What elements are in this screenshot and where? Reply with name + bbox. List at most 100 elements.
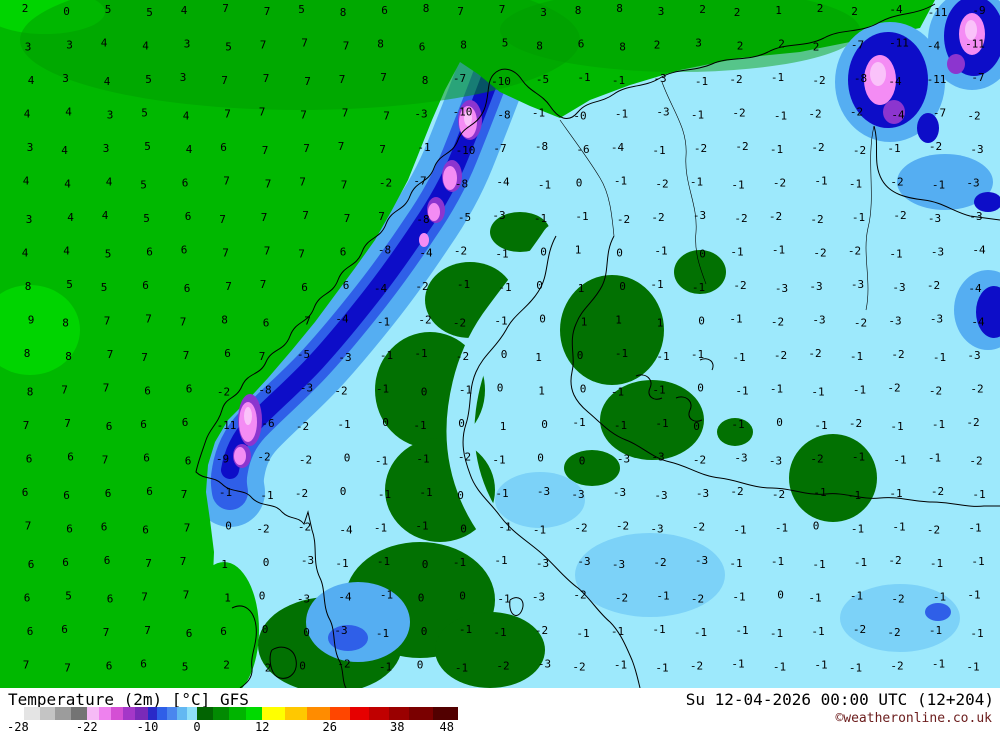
temp-value: 7 <box>184 522 191 535</box>
temp-value: -2 <box>808 347 821 360</box>
map-shape <box>428 203 440 221</box>
temp-value: -3 <box>656 106 669 119</box>
temp-value: 6 <box>220 625 227 638</box>
temp-value: 0 <box>458 417 465 430</box>
temp-value: -7 <box>851 39 864 52</box>
temp-value: 7 <box>107 348 114 361</box>
temp-value: 0 <box>263 556 270 569</box>
temp-value: 7 <box>145 313 152 326</box>
temp-value: 5 <box>105 248 112 261</box>
legend-color-segment <box>123 707 136 720</box>
map-shape <box>883 100 905 124</box>
temp-value: -3 <box>617 453 630 466</box>
temp-value: 5 <box>146 6 153 19</box>
temp-value: -2 <box>299 454 312 467</box>
temp-value: 6 <box>61 623 68 636</box>
temp-value: -1 <box>967 589 980 602</box>
temp-value: 6 <box>146 246 153 259</box>
temp-value: 7 <box>298 248 305 261</box>
temp-value: -5 <box>297 348 310 361</box>
temp-value: -3 <box>775 282 788 295</box>
temp-value: -2 <box>458 451 471 464</box>
temp-value: 7 <box>145 557 152 570</box>
temp-value: -2 <box>970 383 983 396</box>
temp-value: -2 <box>574 522 587 535</box>
temp-value: -1 <box>851 523 864 536</box>
temp-value: -3 <box>970 143 983 156</box>
temp-value: -1 <box>656 350 669 363</box>
temp-value: -1 <box>611 386 624 399</box>
temp-value: -1 <box>417 141 430 154</box>
temp-value: -8 <box>258 384 271 397</box>
legend-color-segment <box>197 707 214 720</box>
temp-value: -1 <box>374 522 387 535</box>
temp-value: 7 <box>304 315 311 328</box>
temp-value: 0 <box>259 590 266 603</box>
temp-value: 4 <box>23 175 30 188</box>
temp-value: -1 <box>494 554 507 567</box>
temp-value: 5 <box>141 107 148 120</box>
map-shape <box>575 533 725 617</box>
legend-color-segment <box>307 707 330 720</box>
temp-value: 7 <box>342 107 349 120</box>
temp-value: 6 <box>182 416 189 429</box>
legend-color-segment <box>135 707 148 720</box>
temp-value: -1 <box>538 179 551 192</box>
temp-value: 4 <box>142 40 149 53</box>
temp-value: -1 <box>459 623 472 636</box>
temp-value: -3 <box>571 488 584 501</box>
temp-value: -2 <box>808 108 821 121</box>
temp-value: -4 <box>927 40 941 53</box>
temp-value: -10 <box>453 106 473 119</box>
temp-value: -2 <box>295 487 308 500</box>
temp-value: -1 <box>732 591 745 604</box>
temp-value: -1 <box>614 419 627 432</box>
map-shape <box>559 119 615 237</box>
unit-label: [°C] <box>171 690 211 709</box>
temp-value: -2 <box>453 317 466 330</box>
temp-value: -1 <box>729 313 742 326</box>
temp-value: -1 <box>733 524 746 537</box>
temp-value: 7 <box>300 109 307 122</box>
temp-value: -2 <box>535 624 548 637</box>
temp-value: -1 <box>814 175 827 188</box>
temp-value: 0 <box>303 626 310 639</box>
temp-value: -10 <box>491 75 511 88</box>
temp-value: 7 <box>222 247 229 260</box>
temp-value: -2 <box>848 245 861 258</box>
temp-value: -1 <box>893 454 906 467</box>
legend-color-segment <box>71 707 87 720</box>
temp-value: 6 <box>224 347 231 360</box>
temp-value: 7 <box>260 278 267 291</box>
temp-value: -1 <box>889 248 902 261</box>
temp-value: -2 <box>256 523 269 536</box>
temp-value: 6 <box>66 523 73 536</box>
temp-value: -1 <box>650 278 663 291</box>
temp-value: 1 <box>500 420 507 433</box>
temp-value: 7 <box>264 5 271 18</box>
temp-value: -4 <box>971 316 985 329</box>
temp-value: -1 <box>457 278 470 291</box>
map-shape <box>840 584 960 652</box>
temp-value: 6 <box>140 658 147 671</box>
temp-value: 2 <box>654 39 661 52</box>
temp-value: -1 <box>497 593 510 606</box>
temp-value: -1 <box>533 524 546 537</box>
temp-value: 8 <box>24 347 31 360</box>
temp-value: 4 <box>65 106 72 119</box>
temp-value: -1 <box>575 210 588 223</box>
temp-value: -2 <box>929 140 942 153</box>
temp-value: -1 <box>933 591 946 604</box>
temp-value: -2 <box>772 488 785 501</box>
temp-value: -7 <box>413 175 426 188</box>
temp-value: 7 <box>499 3 506 16</box>
temp-value: 0 <box>537 452 544 465</box>
temp-value: -3 <box>613 486 626 499</box>
northeast-cold-cells <box>835 0 1000 143</box>
copyright-link[interactable]: ©weatheronline.co.uk <box>835 711 992 726</box>
temp-value: 6 <box>220 141 227 154</box>
temp-value: -8 <box>854 72 867 85</box>
temp-value: 7 <box>183 589 190 602</box>
temp-value: -5 <box>536 73 549 86</box>
map-shape <box>490 212 550 252</box>
